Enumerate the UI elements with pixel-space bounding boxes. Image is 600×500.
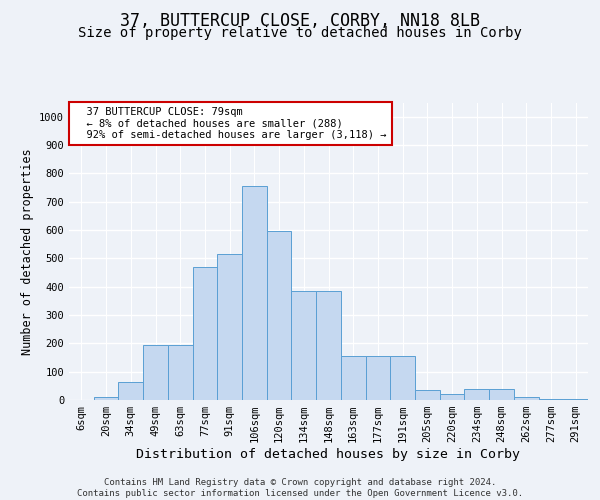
Bar (267, 232, 292, 400)
Bar (440, 394, 464, 400)
Bar (292, 291, 316, 400)
Text: 37, BUTTERCUP CLOSE, CORBY, NN18 8LB: 37, BUTTERCUP CLOSE, CORBY, NN18 8LB (120, 12, 480, 30)
Bar (390, 356, 415, 400)
Bar (514, 397, 539, 400)
Bar (539, 398, 563, 400)
Y-axis label: Number of detached properties: Number of detached properties (20, 148, 34, 354)
Bar (365, 356, 390, 400)
Bar (489, 388, 514, 400)
Bar (341, 356, 365, 400)
Text: 37 BUTTERCUP CLOSE: 79sqm
  ← 8% of detached houses are smaller (288)
  92% of s: 37 BUTTERCUP CLOSE: 79sqm ← 8% of detach… (74, 107, 386, 140)
Bar (563, 398, 588, 400)
Bar (464, 388, 489, 400)
Text: Size of property relative to detached houses in Corby: Size of property relative to detached ho… (78, 26, 522, 40)
X-axis label: Distribution of detached houses by size in Corby: Distribution of detached houses by size … (137, 448, 521, 461)
Bar (168, 345, 193, 400)
Bar (94, 397, 118, 400)
Bar (217, 254, 242, 400)
Bar (316, 291, 341, 400)
Text: Contains HM Land Registry data © Crown copyright and database right 2024.
Contai: Contains HM Land Registry data © Crown c… (77, 478, 523, 498)
Bar (143, 345, 168, 400)
Bar (118, 382, 143, 400)
Bar (193, 267, 217, 400)
Bar (415, 390, 440, 400)
Bar (242, 186, 267, 400)
